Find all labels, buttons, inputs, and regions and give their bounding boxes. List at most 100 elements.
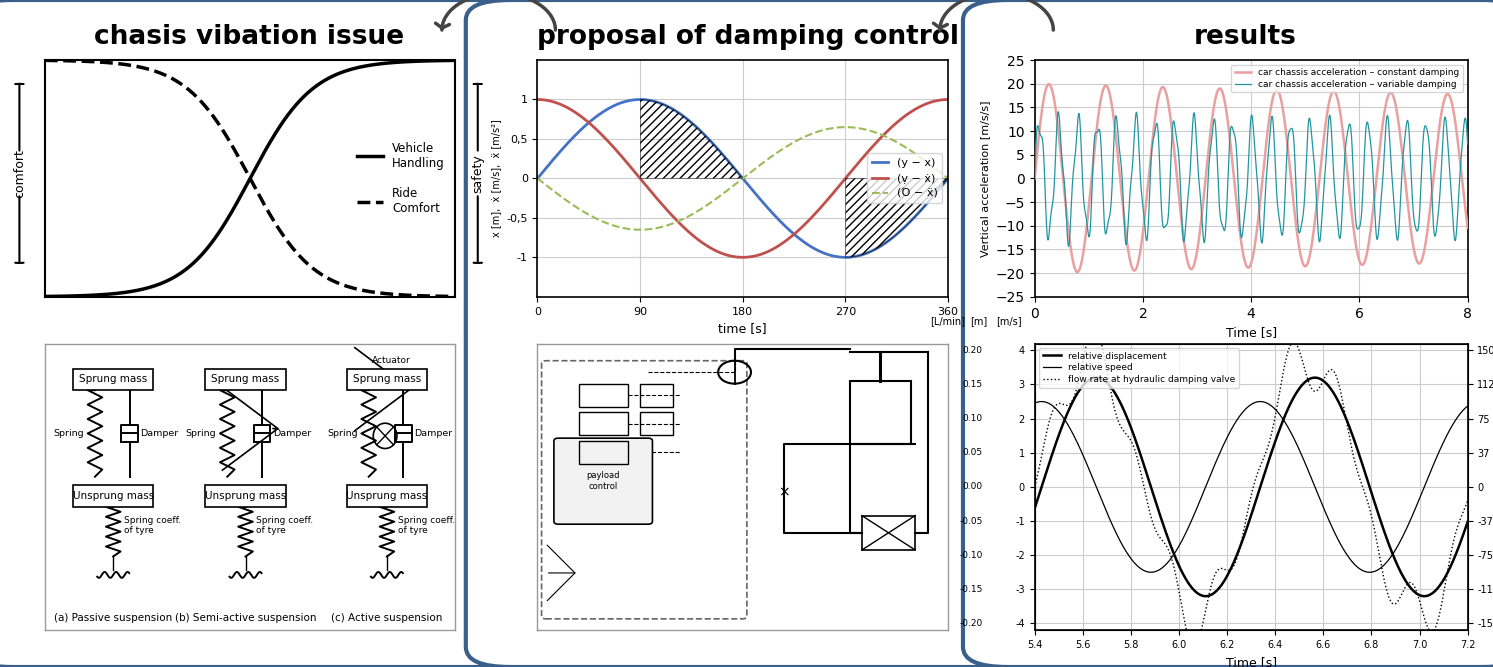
Bar bbox=[206, 369, 285, 390]
(y − x) bbox=[811, 247, 829, 255]
(ṿ − ẋ) bbox=[811, 205, 829, 213]
FancyBboxPatch shape bbox=[554, 438, 652, 524]
Text: Spring coeff.
of tyre: Spring coeff. of tyre bbox=[397, 516, 455, 535]
Text: -0.20: -0.20 bbox=[960, 619, 982, 628]
Legend: car chassis acceleration – constant damping, car chassis acceleration – variable: car chassis acceleration – constant damp… bbox=[1232, 65, 1463, 93]
Text: 0.00: 0.00 bbox=[963, 482, 982, 492]
car chassis acceleration – constant damping bbox=[1039, 80, 1057, 88]
Line: flow rate at hydraulic damping valve: flow rate at hydraulic damping valve bbox=[1035, 327, 1468, 647]
Ride
Comfort bbox=[382, 290, 400, 298]
Text: Damper: Damper bbox=[140, 429, 179, 438]
(y − x) bbox=[836, 253, 854, 261]
relative displacement bbox=[1415, 592, 1433, 600]
relative speed bbox=[1048, 406, 1066, 414]
Ride
Comfort bbox=[37, 57, 55, 65]
X-axis label: time [s]: time [s] bbox=[718, 322, 767, 335]
Bar bbox=[640, 384, 673, 407]
(ṿ − ẋ) bbox=[709, 248, 727, 256]
Line: (Ό − ẍ): (Ό − ẍ) bbox=[537, 127, 948, 229]
relative displacement bbox=[1366, 502, 1384, 510]
(Ό − ẍ) bbox=[709, 193, 727, 201]
Text: [m/s]: [m/s] bbox=[996, 316, 1021, 326]
Text: (c) Active suspension: (c) Active suspension bbox=[331, 612, 442, 622]
Text: -0.05: -0.05 bbox=[960, 516, 982, 526]
Bar bbox=[346, 486, 427, 507]
Vehicle
Handling bbox=[36, 292, 54, 300]
(y − x) bbox=[709, 146, 727, 154]
Bar bbox=[206, 486, 285, 507]
(Ό − ẍ) bbox=[850, 124, 867, 132]
Text: Spring: Spring bbox=[185, 429, 216, 438]
X-axis label: Time [s]: Time [s] bbox=[1226, 326, 1277, 339]
Line: (y − x): (y − x) bbox=[537, 99, 948, 257]
Legend: Vehicle
Handling, Ride
Comfort: Vehicle Handling, Ride Comfort bbox=[352, 137, 449, 220]
car chassis acceleration – variable damping bbox=[1445, 235, 1463, 243]
car chassis acceleration – constant damping bbox=[1208, 89, 1226, 97]
car chassis acceleration – constant damping bbox=[1211, 85, 1229, 93]
Vehicle
Handling bbox=[382, 59, 400, 67]
relative speed bbox=[1142, 568, 1160, 576]
(y − x) bbox=[694, 130, 712, 138]
(Ό − ẍ) bbox=[857, 125, 875, 133]
Y-axis label: Vertical acceleration [m/s/s]: Vertical acceleration [m/s/s] bbox=[979, 100, 990, 257]
Ride
Comfort bbox=[279, 238, 297, 246]
flow rate at hydraulic damping valve bbox=[1185, 643, 1203, 651]
relative displacement bbox=[1048, 437, 1066, 445]
Text: Unsprung mass: Unsprung mass bbox=[73, 491, 154, 501]
Ride
Comfort bbox=[36, 57, 54, 65]
car chassis acceleration – constant damping bbox=[1026, 174, 1044, 182]
Text: 0.05: 0.05 bbox=[963, 448, 982, 458]
car chassis acceleration – variable damping bbox=[1424, 214, 1442, 222]
Text: Sprung mass: Sprung mass bbox=[352, 374, 421, 384]
Line: Ride
Comfort: Ride Comfort bbox=[45, 61, 455, 296]
Text: chasis vibation issue: chasis vibation issue bbox=[94, 24, 405, 49]
Line: relative displacement: relative displacement bbox=[1035, 378, 1468, 596]
Text: Spring coeff.
of tyre: Spring coeff. of tyre bbox=[257, 516, 314, 535]
Text: Damper: Damper bbox=[273, 429, 311, 438]
Text: -0.15: -0.15 bbox=[960, 585, 982, 594]
Text: [L/min]: [L/min] bbox=[930, 316, 966, 326]
Bar bbox=[579, 441, 627, 464]
(y − x) bbox=[939, 174, 957, 182]
Bar bbox=[861, 516, 915, 550]
flow rate at hydraulic damping valve bbox=[1226, 562, 1244, 570]
Text: results: results bbox=[1194, 24, 1296, 49]
Text: (a) Passive suspension: (a) Passive suspension bbox=[54, 612, 172, 622]
Bar bbox=[640, 412, 673, 436]
(Ό − ẍ) bbox=[836, 123, 854, 131]
relative speed bbox=[1447, 417, 1465, 425]
Legend: (y − x), (ṿ − ẋ), (Ό − ẍ): (y − x), (ṿ − ẋ), (Ό − ẍ) bbox=[867, 153, 942, 203]
FancyBboxPatch shape bbox=[0, 0, 532, 667]
Vehicle
Handling bbox=[37, 292, 55, 300]
relative speed bbox=[1026, 400, 1044, 408]
Text: payload
control: payload control bbox=[587, 472, 620, 491]
relative displacement bbox=[1236, 529, 1254, 537]
(ṿ − ẋ) bbox=[694, 239, 712, 247]
Text: Spring: Spring bbox=[327, 429, 358, 438]
relative displacement bbox=[1306, 374, 1324, 382]
flow rate at hydraulic damping valve bbox=[1459, 497, 1477, 505]
relative speed bbox=[1368, 567, 1386, 575]
(Ό − ẍ) bbox=[570, 205, 588, 213]
Bar bbox=[73, 369, 154, 390]
Line: Vehicle
Handling: Vehicle Handling bbox=[45, 61, 455, 296]
flow rate at hydraulic damping valve bbox=[1048, 401, 1066, 409]
relative speed bbox=[1447, 416, 1465, 424]
relative speed bbox=[1226, 420, 1244, 428]
Vehicle
Handling bbox=[408, 57, 426, 65]
Line: car chassis acceleration – variable damping: car chassis acceleration – variable damp… bbox=[1035, 111, 1468, 246]
Text: safety: safety bbox=[472, 154, 484, 193]
Text: 0.10: 0.10 bbox=[963, 414, 982, 423]
Vehicle
Handling bbox=[279, 111, 297, 119]
Text: [m]: [m] bbox=[970, 316, 987, 326]
relative speed bbox=[1459, 402, 1477, 410]
Text: comfort: comfort bbox=[13, 149, 25, 198]
car chassis acceleration – constant damping bbox=[1459, 224, 1477, 232]
Text: ×: × bbox=[778, 486, 790, 500]
Text: Sprung mass: Sprung mass bbox=[212, 374, 279, 384]
car chassis acceleration – constant damping bbox=[1232, 233, 1250, 241]
Text: proposal of damping control: proposal of damping control bbox=[537, 24, 959, 49]
flow rate at hydraulic damping valve bbox=[1026, 483, 1044, 491]
car chassis acceleration – constant damping bbox=[1069, 268, 1087, 276]
relative displacement bbox=[1026, 505, 1044, 513]
